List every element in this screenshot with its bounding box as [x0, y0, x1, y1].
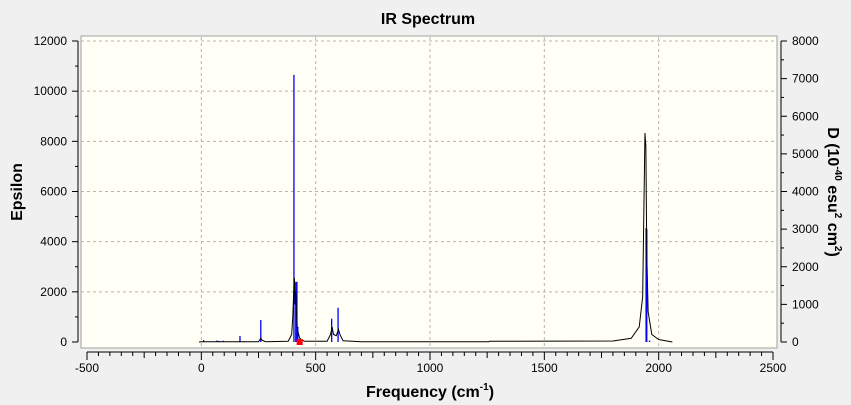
y-axis-left: 0 2000 4000 6000 8000 10000 12000 [34, 34, 79, 349]
y-tick-label: 2000 [40, 285, 67, 299]
y2-tick-label: 1000 [792, 297, 819, 311]
y2-tick-label: 7000 [792, 72, 819, 86]
y2-label-sup: 2 [832, 246, 843, 252]
x-axis-label-end: ) [489, 384, 494, 401]
y2-label-sup: 2 [832, 213, 843, 219]
position-marker [296, 339, 303, 345]
y-tick-label: 6000 [40, 185, 67, 199]
y-tick-label: 10000 [34, 84, 68, 98]
y-tick-label: 8000 [40, 134, 67, 148]
x-axis-label: Frequency (cm-1) [366, 382, 494, 401]
x-axis: -500 0 500 1000 1500 2000 2500 [75, 351, 787, 375]
y-tick-label: 12000 [34, 34, 68, 48]
y2-tick-label: 4000 [792, 185, 819, 199]
y2-label-part: ) [824, 251, 841, 256]
x-tick-label: -500 [75, 361, 99, 375]
y2-label-part: esu [824, 181, 841, 213]
y2-label-sup: -40 [832, 166, 843, 181]
y2-tick-label: 8000 [792, 34, 819, 48]
chart-title: IR Spectrum [381, 11, 475, 28]
grid-lines [81, 37, 777, 347]
y2-tick-label: 0 [792, 335, 799, 349]
y-tick-label: 0 [60, 335, 67, 349]
y2-tick-label: 3000 [792, 222, 819, 236]
y2-tick-label: 6000 [792, 109, 819, 123]
x-tick-label: 0 [198, 361, 205, 375]
y2-axis-label: D (10-40 esu2 cm2) [824, 127, 843, 257]
y2-label-part: D (10 [824, 127, 841, 166]
x-tick-label: 1000 [417, 361, 444, 375]
y2-tick-label: 2000 [792, 260, 819, 274]
x-tick-label: 2000 [645, 361, 672, 375]
series-marks [198, 74, 673, 345]
y-axis-label: Epsilon [9, 163, 26, 221]
x-tick-label: 2500 [760, 361, 787, 375]
y2-label-part: cm [824, 218, 841, 246]
x-tick-label: 500 [306, 361, 326, 375]
x-axis-label-main: Frequency (cm [366, 384, 480, 401]
y2-tick-label: 5000 [792, 147, 819, 161]
y-tick-label: 4000 [40, 235, 67, 249]
spectrum-line [198, 133, 673, 343]
y-axis-right: 0 1000 2000 3000 4000 5000 6000 7000 8000 [780, 34, 819, 349]
x-axis-label-sup: -1 [480, 382, 489, 393]
x-tick-label: 1500 [531, 361, 558, 375]
